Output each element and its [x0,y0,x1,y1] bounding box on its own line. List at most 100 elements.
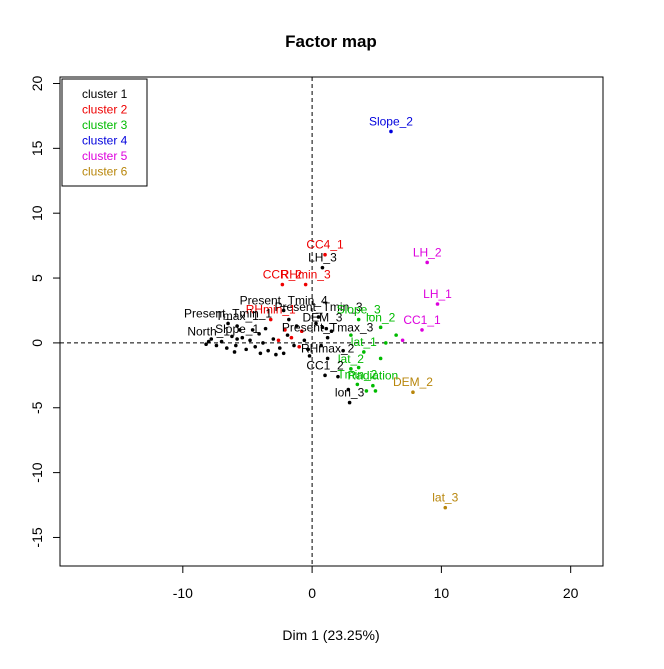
x-tick-label: 20 [563,585,579,601]
data-point [281,351,286,356]
data-point [356,317,361,322]
data-point [248,338,252,343]
data-point [232,350,237,354]
legend-entry: cluster 6 [82,165,128,179]
y-tick-label: -10 [29,462,45,482]
data-point [443,505,448,510]
data-point [364,389,369,393]
point-label: Present_Tmin_1 [184,306,272,320]
point-label: LH_1 [423,287,452,301]
data-point [226,321,230,326]
data-point [400,338,405,343]
data-point [420,328,424,332]
data-point [253,344,258,349]
data-point [329,329,334,334]
data-point [244,347,248,352]
data-point [263,326,268,331]
data-point [266,348,270,353]
data-point [289,335,294,340]
point-label: CC4_1 [306,238,344,252]
data-point [219,339,224,344]
data-point [323,373,327,378]
point-label: Slope_1 [215,322,259,336]
legend-entry: cluster 2 [82,103,128,117]
data-point [237,328,242,332]
data-point [280,282,285,287]
point-label: Slope_3 [337,303,381,317]
point-label: RHmin_3 [281,268,331,282]
data-point [323,252,327,257]
point-label: CC1_2 [306,358,344,372]
data-point [281,308,286,313]
point-label: DEM_3 [302,310,342,324]
data-point [384,341,388,345]
x-tick-label: -10 [173,585,193,601]
data-point [271,337,276,341]
data-point [292,343,296,348]
plot-area: -10 0 10 20 -15 -10 -5 0 5 10 15 20 Slope_2 LH_2 LH_1 C… [29,75,604,601]
x-tick-label: 10 [434,585,450,601]
data-point [294,324,299,328]
x-tick-label: 0 [308,585,316,601]
data-point [336,374,340,379]
data-point [373,389,378,393]
y-tick-label: 5 [29,274,45,282]
point-label: Present_Tmax_3 [282,321,374,335]
data-point [261,341,265,345]
data-point [302,338,307,343]
data-point [341,348,345,353]
data-point [224,346,229,350]
point-label: RHmin_1 [246,303,296,317]
point-label: CC1_1 [403,313,441,327]
data-point [307,354,312,358]
data-point [378,356,383,361]
data-point [425,260,429,265]
data-point [230,334,234,339]
point-label: DEM_2 [393,375,433,389]
point-label: lon_3 [335,386,365,400]
data-point [320,325,325,330]
y-tick-label: -5 [29,401,45,414]
y-tick-label: 10 [29,205,45,221]
point-label: Radiation [348,369,399,383]
x-axis-label: Dim 1 (23.25%) [282,627,379,643]
legend-entry: cluster 5 [82,149,128,163]
data-point [355,382,360,387]
data-point [346,387,351,392]
point-label: lat_3 [432,491,458,505]
data-point [277,346,282,350]
data-point [206,339,211,344]
data-point [371,383,375,388]
data-point [299,329,304,334]
data-point [325,335,330,340]
point-label: Present_Tmin_3 [275,300,363,314]
data-point [274,352,278,357]
data-point [257,332,261,336]
point-label: Tmax_1 [215,309,259,323]
y-tick-label: 20 [29,75,45,91]
data-point [276,338,281,343]
point-label: CCR_2 [263,268,303,282]
data-point [303,282,308,287]
point-label: LH_2 [413,245,442,259]
data-point [356,365,361,370]
data-point [394,333,398,337]
data-point [235,324,239,328]
point-label: Slope_2 [369,114,413,128]
point-label: RHmax_2 [301,341,355,355]
legend-entry: cluster 4 [82,134,128,148]
data-point [214,343,219,348]
data-point [411,390,415,394]
data-point [283,328,287,332]
y-tick-label: -15 [29,527,45,547]
data-point [306,347,311,352]
data-point [287,317,291,322]
data-point [378,325,383,330]
data-point [209,337,214,341]
data-point [234,343,238,348]
point-label: North_1 [187,325,230,339]
data-point [349,367,353,371]
point-label: Tmin_2 [337,367,377,381]
point-label: lat_2 [338,352,364,366]
